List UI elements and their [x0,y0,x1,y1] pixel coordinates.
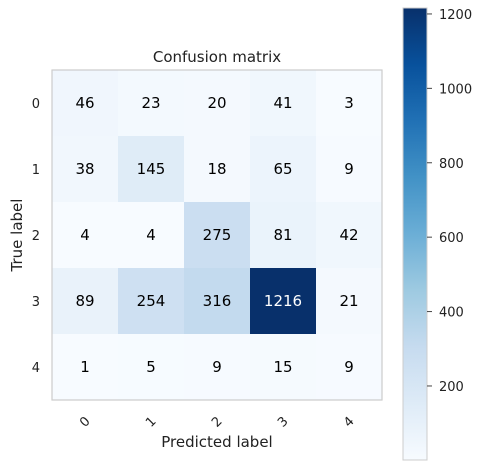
x-tick-label: 2 [209,414,225,430]
heatmap-cell [118,202,185,269]
y-tick-label: 0 [32,97,40,112]
cell-value-label: 20 [207,94,226,112]
cell-value-label: 65 [273,160,292,178]
heatmap-cell [184,136,251,203]
colorbar-tick-label: 1200 [439,8,472,23]
y-tick-label: 3 [32,295,40,310]
x-axis-label: Predicted label [161,433,272,451]
heatmap-cell [250,70,317,137]
heatmap-cell [250,202,317,269]
y-tick-labels: 0 1 2 3 4 [32,97,40,376]
heatmap-cell [52,70,119,137]
heatmap-cell [118,334,185,401]
colorbar-ticks: 200 400 600 800 1000 1200 [427,8,472,395]
y-tick-label: 1 [32,163,40,178]
colorbar-tick-label: 200 [439,380,464,395]
heatmap-cell-labels: 46 23 20 41 3 38 145 18 65 9 4 4 275 81 42 89 254 316 1216… [75,94,358,376]
heatmap-cell [250,136,317,203]
colorbar-tick-label: 1000 [439,82,472,97]
cell-value-label: 15 [273,358,292,376]
x-tick-label: 0 [77,414,93,430]
colorbar-tick-label: 400 [439,306,464,321]
chart-title: Confusion matrix [153,48,281,66]
cell-value-label: 1 [80,358,90,376]
heatmap-cell [316,136,383,203]
y-tick-label: 4 [32,361,40,376]
cell-value-label: 275 [203,226,232,244]
heatmap-cell [184,70,251,137]
cell-value-label: 1216 [264,292,302,310]
cell-value-label: 254 [137,292,166,310]
heatmap-cell [184,268,251,335]
cell-value-label: 46 [75,94,94,112]
cell-value-label: 21 [339,292,358,310]
cell-value-label: 4 [80,226,90,244]
plot-frame [51,69,383,401]
heatmap-cell [184,334,251,401]
heatmap-cell [316,334,383,401]
y-axis-label: True label [8,199,26,273]
heatmap-cell [52,334,119,401]
x-tick-label: 1 [143,414,159,430]
cell-value-label: 9 [344,358,354,376]
heatmap-cell [250,268,317,335]
heatmap-cell [118,136,185,203]
cell-value-label: 38 [75,160,94,178]
heatmap-cell [118,70,185,137]
colorbar [402,7,428,461]
cell-value-label: 9 [344,160,354,178]
x-tick-label: 4 [341,414,357,430]
heatmap-cell [52,268,119,335]
heatmap-cell [52,136,119,203]
y-tick-label: 2 [32,229,40,244]
cell-value-label: 145 [137,160,166,178]
cell-value-label: 41 [273,94,292,112]
cell-value-label: 18 [207,160,226,178]
heatmap-cell [316,70,383,137]
heatmap-cell [184,202,251,269]
cell-value-label: 9 [212,358,222,376]
heatmap-cell [250,334,317,401]
cell-value-label: 89 [75,292,94,310]
heatmap-cell [52,202,119,269]
cell-value-label: 316 [203,292,232,310]
heatmap-cells [52,70,383,401]
cell-value-label: 3 [344,94,354,112]
cell-value-label: 4 [146,226,156,244]
colorbar-tick-label: 600 [439,231,464,246]
cell-value-label: 23 [141,94,160,112]
heatmap-cell [316,268,383,335]
cell-value-label: 5 [146,358,156,376]
cell-value-label: 81 [273,226,292,244]
x-tick-labels: 0 1 2 3 4 [77,414,357,430]
x-tick-label: 3 [275,414,291,430]
colorbar-tick-label: 800 [439,157,464,172]
cell-value-label: 42 [339,226,358,244]
heatmap-cell [316,202,383,269]
heatmap-cell [118,268,185,335]
